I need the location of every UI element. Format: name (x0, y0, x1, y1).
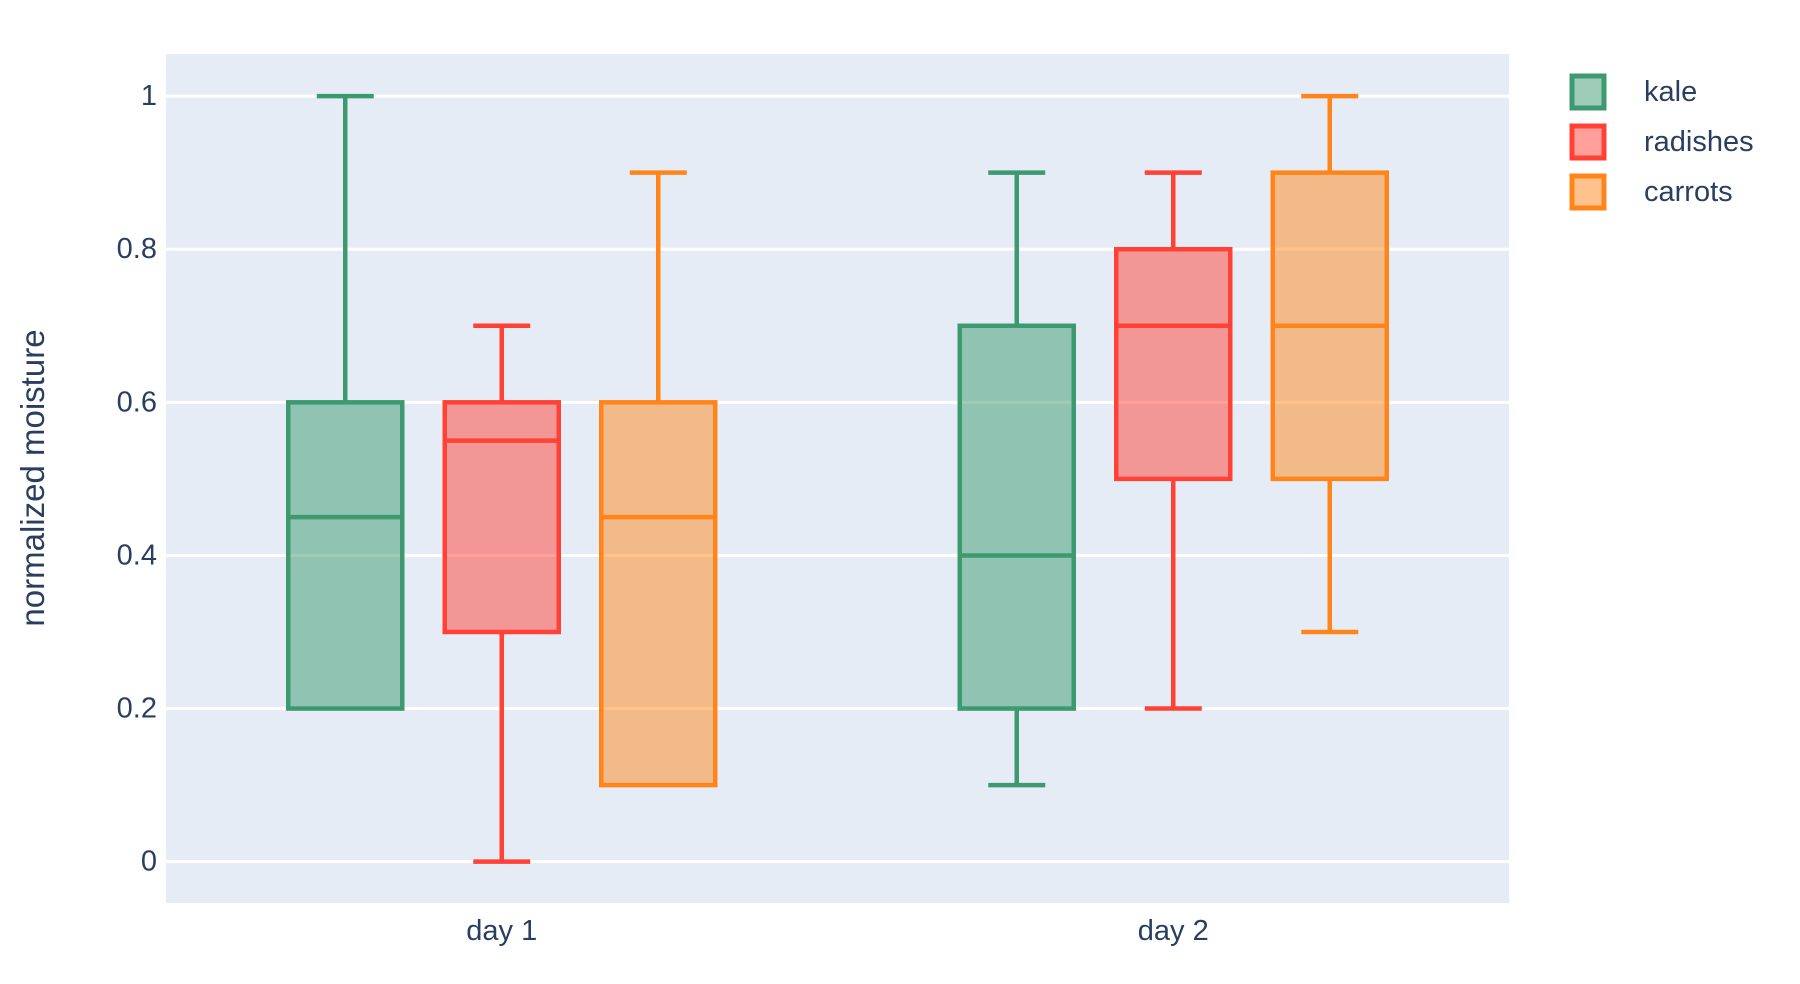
legend-item-kale[interactable]: kale (1569, 73, 1697, 111)
iqr-box (957, 323, 1076, 711)
y-tick-label: 0.6 (117, 386, 157, 418)
y-tick-label: 0.8 (117, 233, 157, 265)
y-tick-label: 0.2 (117, 693, 157, 725)
legend-item-carrots[interactable]: carrots (1569, 173, 1733, 211)
legend-label-kale: kale (1644, 76, 1697, 108)
legend-label-carrots: carrots (1644, 176, 1733, 208)
iqr-box (442, 400, 561, 635)
box-kale-day-1[interactable] (286, 93, 405, 711)
y-tick-label: 0 (141, 846, 157, 878)
box-radishes-day-2[interactable] (1114, 170, 1233, 711)
box-radishes-day-1[interactable] (442, 323, 561, 864)
box-kale-day-2[interactable] (957, 170, 1076, 788)
box-carrots-day-2[interactable] (1270, 93, 1389, 635)
x-tick-label-day-1: day 1 (466, 915, 537, 947)
iqr-box (599, 400, 718, 788)
legend-swatch-carrots (1569, 173, 1607, 211)
y-axis-title: normalized moisture (14, 329, 51, 626)
legend-swatch-kale (1569, 73, 1607, 111)
y-tick-label: 0.4 (117, 539, 157, 571)
y-tick-label: 1 (141, 80, 157, 112)
legend-swatch-radishes (1569, 123, 1607, 161)
iqr-box (286, 400, 405, 711)
legend-label-radishes: radishes (1644, 126, 1754, 158)
legend-item-radishes[interactable]: radishes (1569, 123, 1754, 161)
box-carrots-day-1[interactable] (599, 170, 718, 788)
iqr-box (1114, 246, 1233, 482)
legend: kale radishes carrots (1569, 73, 1754, 211)
x-tick-label-day-2: day 2 (1138, 915, 1209, 947)
